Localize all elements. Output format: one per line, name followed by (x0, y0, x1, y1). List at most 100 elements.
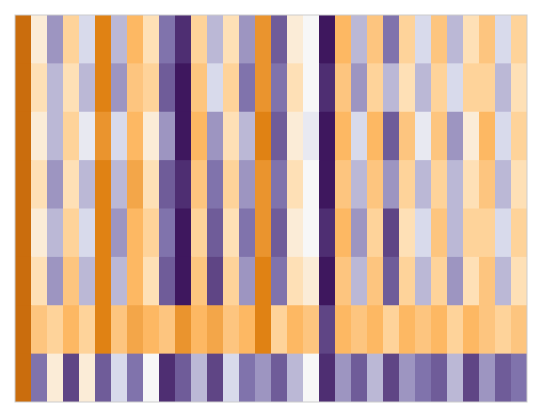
heatmap-cell (351, 305, 368, 355)
heatmap-cell (351, 353, 368, 403)
heatmap-cell (207, 208, 224, 258)
heatmap-cell (223, 63, 240, 113)
heatmap-cell (111, 256, 128, 306)
heatmap-cell (287, 305, 304, 355)
heatmap-cell (447, 208, 464, 258)
heatmap-cell (511, 353, 528, 403)
heatmap-cell (303, 63, 320, 113)
heatmap-cell (127, 63, 144, 113)
heatmap-cell (159, 305, 176, 355)
plot-frame (14, 14, 528, 403)
heatmap-cell (47, 256, 64, 306)
heatmap-cell (191, 63, 208, 113)
heatmap-cell (47, 353, 64, 403)
heatmap-cell (239, 160, 256, 209)
heatmap-cell (383, 160, 400, 209)
heatmap-cell (175, 305, 192, 355)
heatmap-cell (207, 353, 224, 403)
heatmap-cell (303, 256, 320, 306)
heatmap-cell (319, 15, 336, 64)
heatmap-cell (15, 160, 32, 209)
heatmap-cell (479, 256, 496, 306)
heatmap-cell (175, 208, 192, 258)
heatmap-cell (271, 305, 288, 355)
heatmap-cell (95, 305, 112, 355)
heatmap-cell (447, 353, 464, 403)
heatmap-cell (479, 353, 496, 403)
heatmap-cell (495, 208, 512, 258)
heatmap-cell (367, 111, 384, 161)
heatmap-cell (143, 256, 160, 306)
heatmap-cell (479, 160, 496, 209)
heatmap-cell (511, 63, 528, 113)
heatmap-cell (287, 160, 304, 209)
heatmap-cell (63, 160, 80, 209)
heatmap-cell (287, 256, 304, 306)
heatmap-cell (15, 353, 32, 403)
heatmap-cell (367, 353, 384, 403)
heatmap-cell (351, 256, 368, 306)
heatmap-cell (223, 256, 240, 306)
heatmap-cell (143, 111, 160, 161)
heatmap-cell (383, 256, 400, 306)
heatmap-cell (351, 208, 368, 258)
heatmap-cell (511, 208, 528, 258)
heatmap-cell (431, 111, 448, 161)
heatmap-cell (31, 305, 48, 355)
heatmap-cell (79, 111, 96, 161)
heatmap-cell (127, 256, 144, 306)
heatmap-cell (31, 353, 48, 403)
heatmap-cell (111, 111, 128, 161)
heatmap-cell (271, 256, 288, 306)
heatmap-cell (127, 160, 144, 209)
heatmap-cell (479, 305, 496, 355)
heatmap-cell (415, 15, 432, 64)
heatmap-cell (415, 353, 432, 403)
heatmap-cell (191, 256, 208, 306)
heatmap-cell (175, 15, 192, 64)
heatmap-cell (47, 15, 64, 64)
heatmap-cell (351, 63, 368, 113)
heatmap-cell (223, 353, 240, 403)
heatmap-cell (95, 160, 112, 209)
heatmap-cell (191, 15, 208, 64)
heatmap-cell (15, 305, 32, 355)
heatmap-cell (463, 353, 480, 403)
heatmap-cell (271, 15, 288, 64)
heatmap-cell (271, 353, 288, 403)
heatmap-cell (511, 305, 528, 355)
heatmap-cell (383, 208, 400, 258)
heatmap-cell (319, 160, 336, 209)
heatmap-cell (159, 111, 176, 161)
heatmap-cell (239, 305, 256, 355)
heatmap-cell (239, 353, 256, 403)
heatmap-cell (287, 353, 304, 403)
heatmap-cell (223, 160, 240, 209)
heatmap-cell (15, 63, 32, 113)
heatmap (15, 15, 528, 403)
heatmap-cell (255, 160, 272, 209)
heatmap-cell (447, 15, 464, 64)
heatmap-cell (303, 353, 320, 403)
heatmap-cell (255, 15, 272, 64)
heatmap-cell (383, 15, 400, 64)
heatmap-cell (95, 63, 112, 113)
heatmap-cell (463, 111, 480, 161)
heatmap-cell (303, 160, 320, 209)
heatmap-cell (63, 256, 80, 306)
heatmap-cell (191, 353, 208, 403)
heatmap-cell (159, 353, 176, 403)
heatmap-cell (319, 63, 336, 113)
heatmap-cell (463, 256, 480, 306)
heatmap-cell (511, 256, 528, 306)
heatmap-cell (463, 63, 480, 113)
heatmap-cell (431, 63, 448, 113)
heatmap-cell (127, 15, 144, 64)
heatmap-cell (15, 256, 32, 306)
heatmap-cell (95, 353, 112, 403)
heatmap-cell (367, 208, 384, 258)
heatmap-cell (207, 63, 224, 113)
heatmap-cell (239, 111, 256, 161)
heatmap-cell (255, 208, 272, 258)
